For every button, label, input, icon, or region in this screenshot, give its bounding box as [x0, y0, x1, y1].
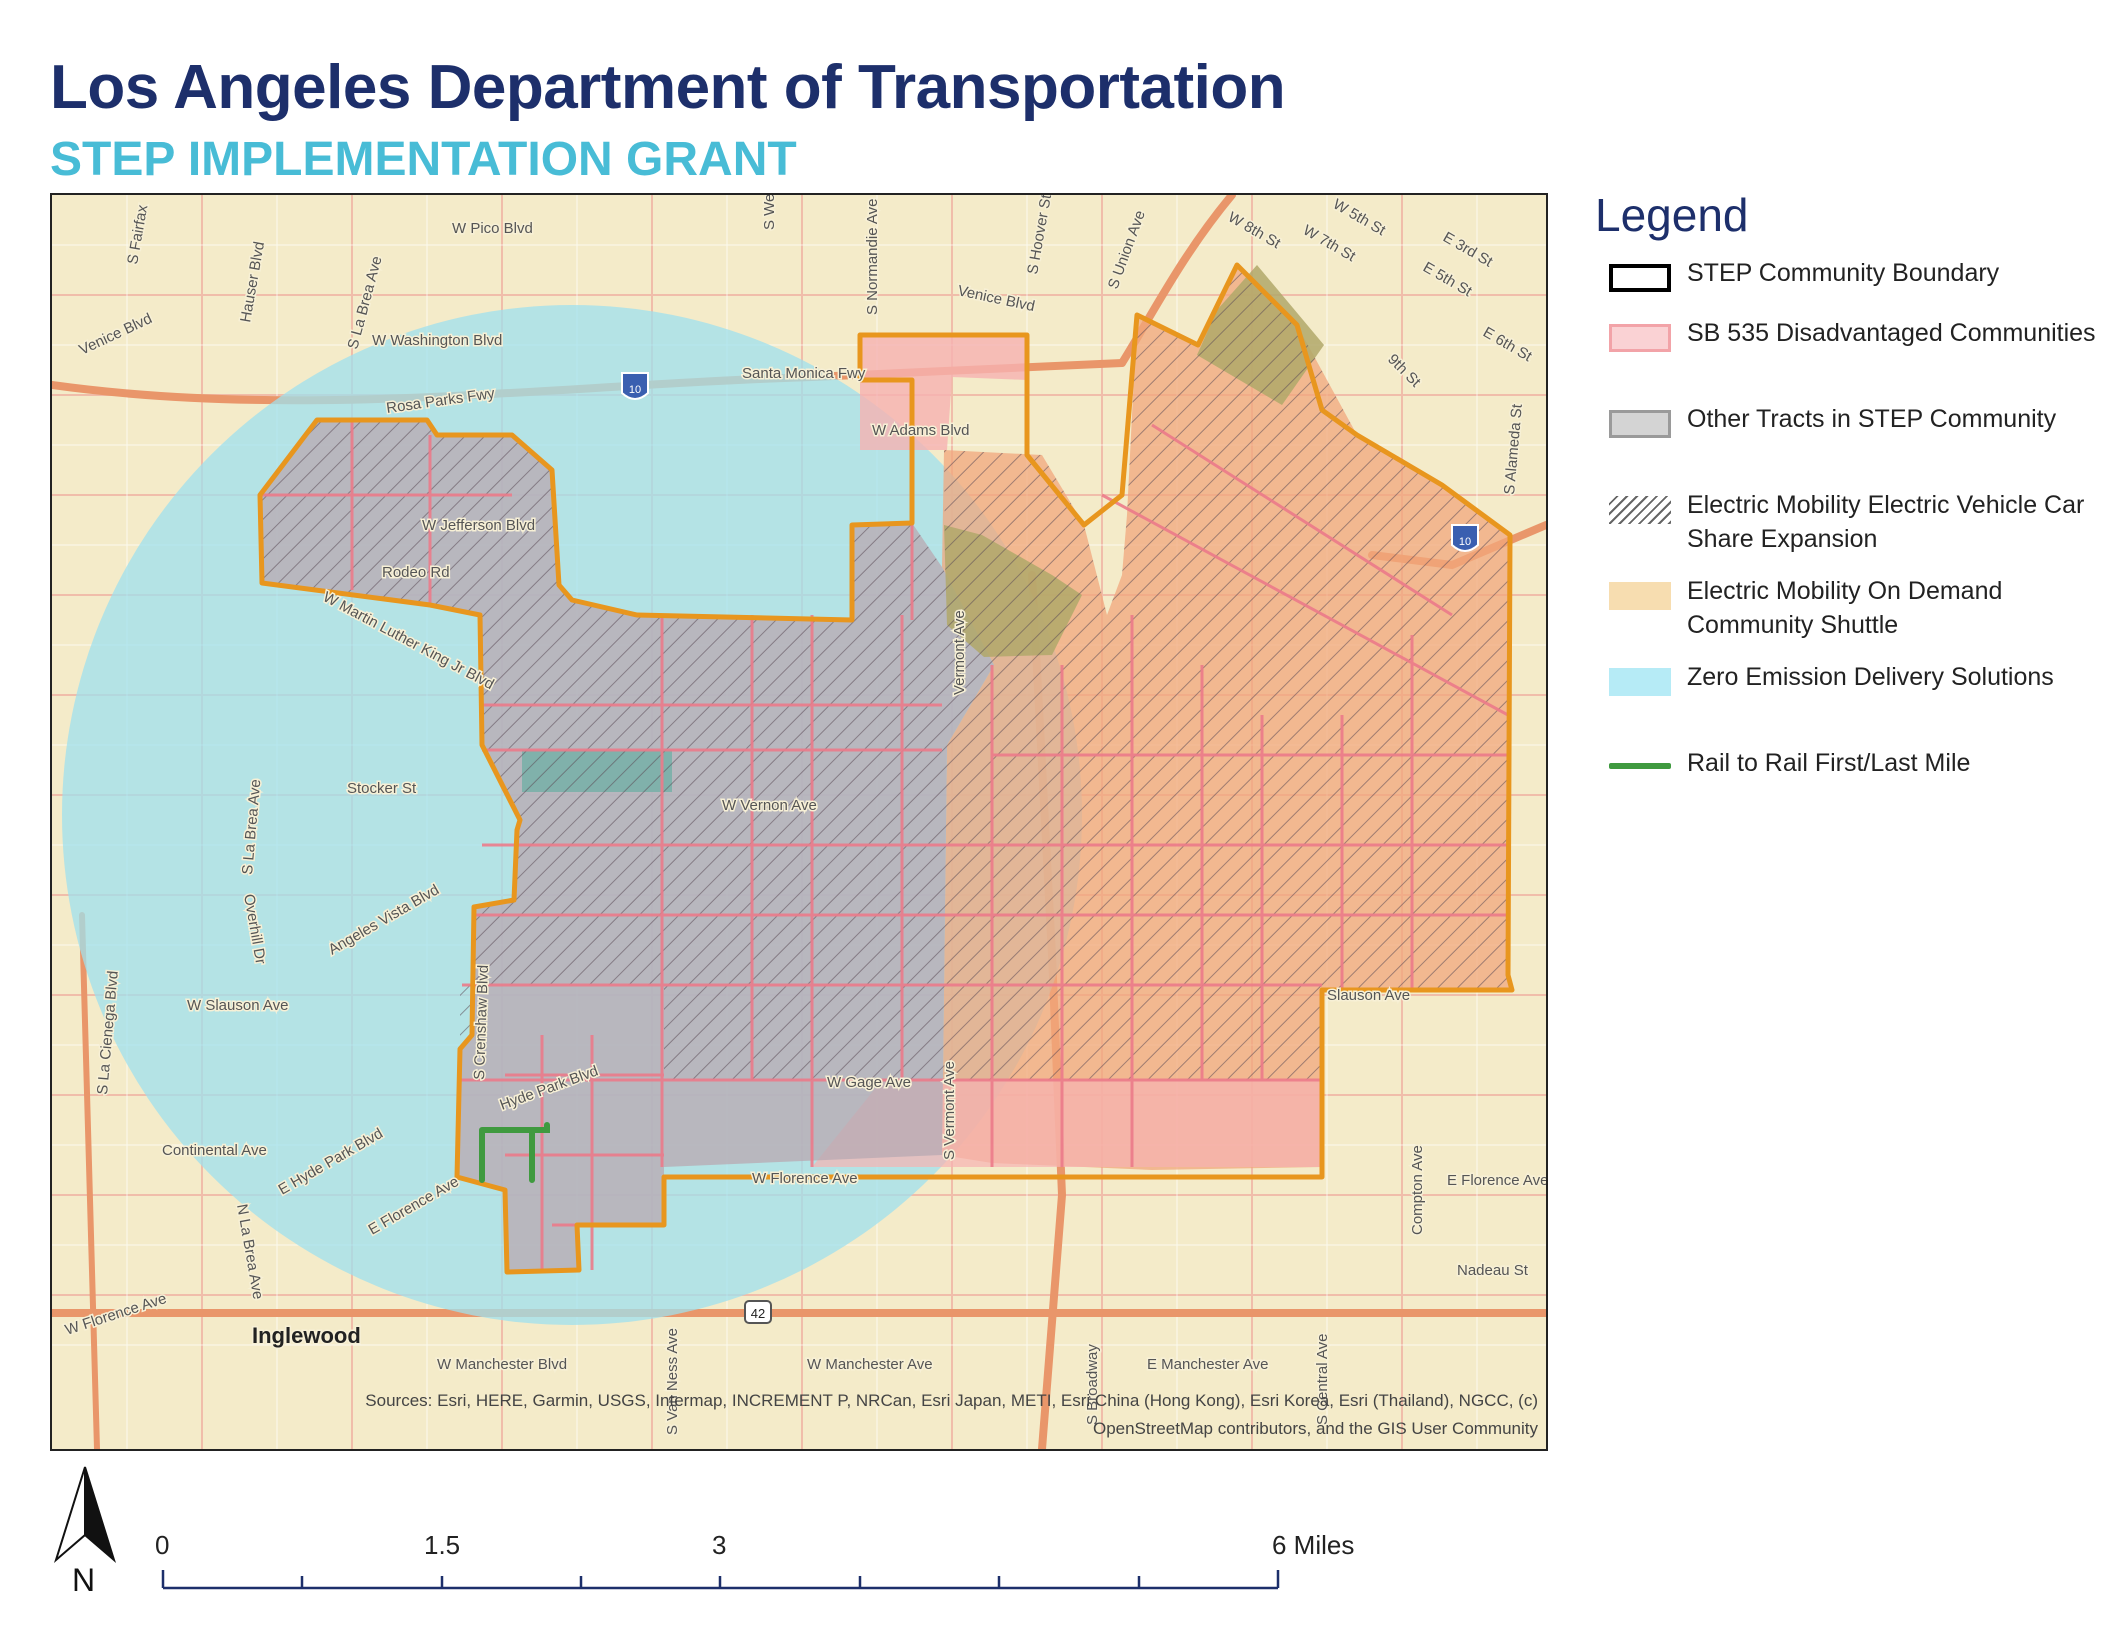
rail-to-rail-first-last-mile[interactable]: [479, 1122, 550, 1183]
street-label: E Manchester Ave: [1147, 1356, 1268, 1373]
street-label: Stocker St: [347, 780, 417, 797]
street-label: S Central Ave: [1314, 1334, 1331, 1425]
scale-label-1-5: 1.5: [424, 1530, 461, 1560]
shield-label: 10: [629, 384, 641, 396]
orange-fill-swatch-icon: [1609, 582, 1671, 610]
tract-borders: [262, 420, 1509, 1270]
street-label: W Washington Blvd: [372, 332, 502, 349]
street-label: Rodeo Rd: [382, 564, 450, 581]
shield-label: 42: [751, 1306, 765, 1321]
legend-item-zero-emission: Zero Emission Delivery Solutions: [1595, 660, 2095, 728]
map-canvas[interactable]: 10 10 42 S Fairfax W Pico Blvd Venice Bl…: [52, 195, 1546, 1449]
street-label: E Florence Ave: [1447, 1172, 1546, 1189]
street-label: W Jefferson Blvd: [422, 517, 535, 534]
scale-label-6-miles: 6 Miles: [1272, 1530, 1355, 1560]
scale-bar: [161, 1570, 1280, 1590]
street-label: W Adams Blvd: [872, 422, 970, 439]
legend-item-step-boundary: STEP Community Boundary: [1595, 256, 2095, 298]
street-label: W Gage Ave: [827, 1074, 911, 1091]
street-label: Santa Monica Fwy: [742, 365, 866, 382]
street-label: W Slauson Ave: [187, 997, 288, 1014]
street-label: W Florence Ave: [752, 1170, 858, 1187]
legend-item-rail: Rail to Rail First/Last Mile: [1595, 746, 2095, 788]
pink-fill-swatch-icon: [1609, 324, 1671, 352]
street-label: Compton Ave: [1409, 1145, 1426, 1235]
north-label: N: [72, 1562, 96, 1598]
street-label: W Pico Blvd: [452, 220, 533, 237]
street-label: Slauson Ave: [1327, 987, 1410, 1004]
north-arrow-icon: [54, 1466, 116, 1564]
attribution-line: OpenStreetMap contributors, and the GIS …: [1092, 1419, 1538, 1438]
highway-shield-42: 42: [744, 1300, 772, 1324]
legend-label: Electric Mobility Electric Vehicle Car S…: [1687, 491, 2085, 553]
legend-item-sb535: SB 535 Disadvantaged Communities: [1595, 316, 2096, 384]
street-label: Continental Ave: [162, 1142, 267, 1159]
street-label: Nadeau St: [1457, 1262, 1529, 1279]
map-legend: Legend STEP Community Boundary SB 535 Di…: [1595, 188, 2096, 806]
shield-label: 10: [1459, 536, 1471, 548]
scale-label-3: 3: [712, 1530, 727, 1560]
boundary-swatch-icon: [1609, 264, 1671, 292]
street-label: W Vernon Ave: [722, 797, 817, 814]
street-label: S Van Ness Ave: [664, 1328, 681, 1435]
legend-item-car-share: Electric Mobility Electric Vehicle Car S…: [1595, 488, 2095, 556]
legend-label: Zero Emission Delivery Solutions: [1687, 663, 2054, 691]
legend-label: STEP Community Boundary: [1687, 259, 2000, 287]
city-label-inglewood: Inglewood: [252, 1323, 361, 1348]
map-attribution: Sources: Esri, HERE, Garmin, USGS, Inter…: [158, 1387, 1538, 1443]
map-title: Los Angeles Department of Transportation: [50, 53, 1286, 122]
legend-title: Legend: [1595, 189, 1749, 241]
gray-fill-swatch-icon: [1609, 410, 1671, 438]
street-label: W Manchester Blvd: [437, 1356, 567, 1373]
legend-item-shuttle: Electric Mobility On Demand Community Sh…: [1595, 574, 2095, 642]
map-frame[interactable]: 10 10 42 S Fairfax W Pico Blvd Venice Bl…: [50, 193, 1548, 1451]
street-label: Vermont Ave: [951, 610, 968, 695]
legend-label: Rail to Rail First/Last Mile: [1687, 749, 1971, 777]
street-label: S Normandie Ave: [864, 199, 881, 315]
street-label: S Western Ave: [761, 195, 778, 230]
legend-label: Electric Mobility On Demand Community Sh…: [1687, 577, 2003, 639]
legend-label: SB 535 Disadvantaged Communities: [1687, 319, 2096, 347]
legend-item-other-tracts: Other Tracts in STEP Community: [1595, 402, 2095, 470]
highway-shield-i10-east: 10: [1451, 524, 1479, 552]
attribution-line: Sources: Esri, HERE, Garmin, USGS, Inter…: [365, 1391, 1538, 1410]
car-share-expansion-hatch[interactable]: [260, 265, 1512, 1080]
light-blue-fill-swatch-icon: [1609, 668, 1671, 696]
street-label: W Manchester Ave: [807, 1356, 933, 1373]
highway-shield-i10-west: 10: [621, 372, 649, 400]
legend-label: Other Tracts in STEP Community: [1687, 405, 2057, 433]
street-label: S Vermont Ave: [941, 1061, 958, 1160]
sb535-tract-north[interactable]: [860, 335, 1027, 450]
scale-label-0: 0: [155, 1530, 170, 1560]
step-community-boundary[interactable]: [257, 262, 1515, 1275]
map-subtitle: STEP IMPLEMENTATION GRANT: [50, 133, 797, 186]
green-line-swatch-icon: [1609, 763, 1671, 769]
hatch-swatch-icon: [1609, 496, 1671, 524]
street-label: S Broadway: [1084, 1344, 1101, 1425]
